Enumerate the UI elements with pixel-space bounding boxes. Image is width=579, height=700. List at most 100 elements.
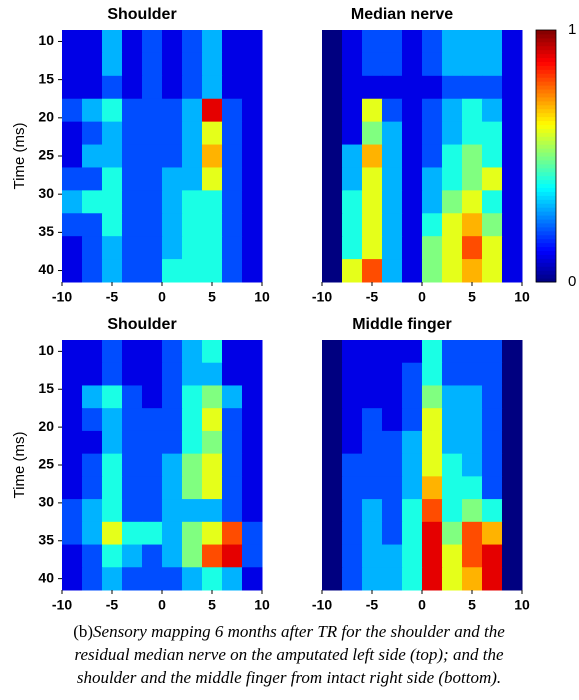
- heatmap-cell: [422, 453, 443, 477]
- heatmap-cell: [482, 259, 503, 283]
- heatmap-cell: [222, 167, 243, 191]
- heatmap-cell: [82, 476, 103, 500]
- y-tick-label: 40: [38, 569, 54, 585]
- heatmap-cell: [382, 121, 403, 146]
- heatmap-cell: [442, 385, 463, 409]
- heatmap-cell: [62, 236, 83, 260]
- heatmap-cell: [422, 75, 443, 100]
- heatmap-cell: [502, 408, 523, 432]
- heatmap-cell: [402, 259, 423, 283]
- heatmap-cell: [82, 567, 103, 591]
- colorbar-step: [536, 57, 556, 62]
- colorbar-step: [536, 238, 556, 244]
- heatmap-cell: [482, 499, 503, 523]
- colorbar-step: [536, 167, 556, 173]
- heatmap-cell: [502, 213, 523, 237]
- heatmap-cell: [322, 190, 343, 214]
- heatmap-cell: [502, 430, 523, 455]
- heatmap-cell: [142, 75, 163, 100]
- colorbar-step: [536, 258, 556, 263]
- colorbar-step: [536, 183, 556, 188]
- heatmap-cell: [422, 340, 443, 364]
- heatmap-cell: [182, 213, 203, 237]
- heatmap-cell: [122, 408, 143, 432]
- heatmap-cell: [342, 544, 363, 568]
- heatmap-cell: [62, 340, 83, 364]
- colorbar-step: [536, 171, 556, 177]
- heatmap-cell: [482, 190, 503, 214]
- heatmap-cell: [482, 213, 503, 237]
- colorbar-step: [536, 69, 556, 74]
- colorbar-step: [536, 37, 556, 43]
- heatmap-cell: [102, 236, 123, 260]
- heatmap-cell: [442, 408, 463, 432]
- colorbar-step: [536, 81, 556, 86]
- heatmap-cell: [442, 567, 463, 591]
- colorbar-step: [536, 112, 556, 118]
- heatmap-cell: [482, 408, 503, 432]
- heatmap-cell: [402, 521, 423, 546]
- panel-title: Shoulder: [107, 316, 176, 333]
- heatmap-cell: [462, 52, 483, 77]
- y-tick-label: 25: [38, 147, 54, 163]
- heatmap-cell: [482, 544, 503, 568]
- heatmap-cell: [242, 190, 263, 214]
- colorbar-step: [536, 270, 556, 275]
- heatmap-cell: [402, 385, 423, 409]
- heatmap-cell: [102, 385, 123, 409]
- heatmap-cell: [202, 236, 223, 260]
- heatmap-cell: [82, 499, 103, 523]
- heatmap-cell: [122, 213, 143, 237]
- heatmap-cell: [382, 52, 403, 77]
- heatmap-cell: [122, 236, 143, 260]
- x-tick-label: 10: [254, 597, 270, 613]
- heatmap-cell: [222, 385, 243, 409]
- heatmap-cell: [142, 30, 163, 54]
- heatmap-cell: [322, 408, 343, 432]
- heatmap-cell: [502, 30, 523, 54]
- heatmap-cell: [402, 453, 423, 477]
- heatmap-cell: [422, 190, 443, 214]
- colorbar-step: [536, 89, 556, 94]
- heatmap-cell: [242, 544, 263, 568]
- heatmap-cell: [82, 98, 103, 123]
- heatmap-cell: [342, 52, 363, 77]
- heatmap-cell: [122, 75, 143, 100]
- heatmap-cell: [142, 362, 163, 386]
- heatmap-cell: [382, 144, 403, 168]
- colorbar-step: [536, 132, 556, 137]
- heatmap-cell: [342, 259, 363, 283]
- heatmap-cell: [382, 190, 403, 214]
- heatmap-cell: [502, 567, 523, 591]
- heatmap-cell: [382, 30, 403, 54]
- heatmap-cell: [62, 567, 83, 591]
- x-tick-label: 5: [468, 597, 476, 613]
- y-axis-label: Time (ms): [11, 123, 28, 190]
- heatmap-cell: [402, 499, 423, 523]
- heatmap-cell: [242, 476, 263, 500]
- heatmap-cell: [162, 30, 183, 54]
- heatmap-cell: [242, 408, 263, 432]
- heatmap-cell: [382, 476, 403, 500]
- heatmap-cell: [62, 499, 83, 523]
- heatmap-cell: [62, 144, 83, 168]
- heatmap-cell: [222, 453, 243, 477]
- heatmap-cell: [62, 430, 83, 455]
- heatmap-cell: [422, 167, 443, 191]
- heatmap-cell: [162, 521, 183, 546]
- heatmap-cell: [382, 521, 403, 546]
- heatmap-cell: [82, 259, 103, 283]
- heatmap-cell: [182, 408, 203, 432]
- heatmap-cell: [82, 121, 103, 146]
- heatmap-cell: [322, 430, 343, 455]
- x-tick-label: 10: [514, 597, 530, 613]
- heatmap-cell: [462, 408, 483, 432]
- heatmap-cell: [502, 190, 523, 214]
- heatmap-cell: [422, 259, 443, 283]
- x-tick-label: 0: [158, 597, 166, 613]
- heatmap-cell: [482, 98, 503, 123]
- colorbar-step: [536, 215, 556, 220]
- colorbar-step: [536, 33, 556, 39]
- x-tick-label: -10: [52, 289, 72, 305]
- heatmap-cell: [122, 98, 143, 123]
